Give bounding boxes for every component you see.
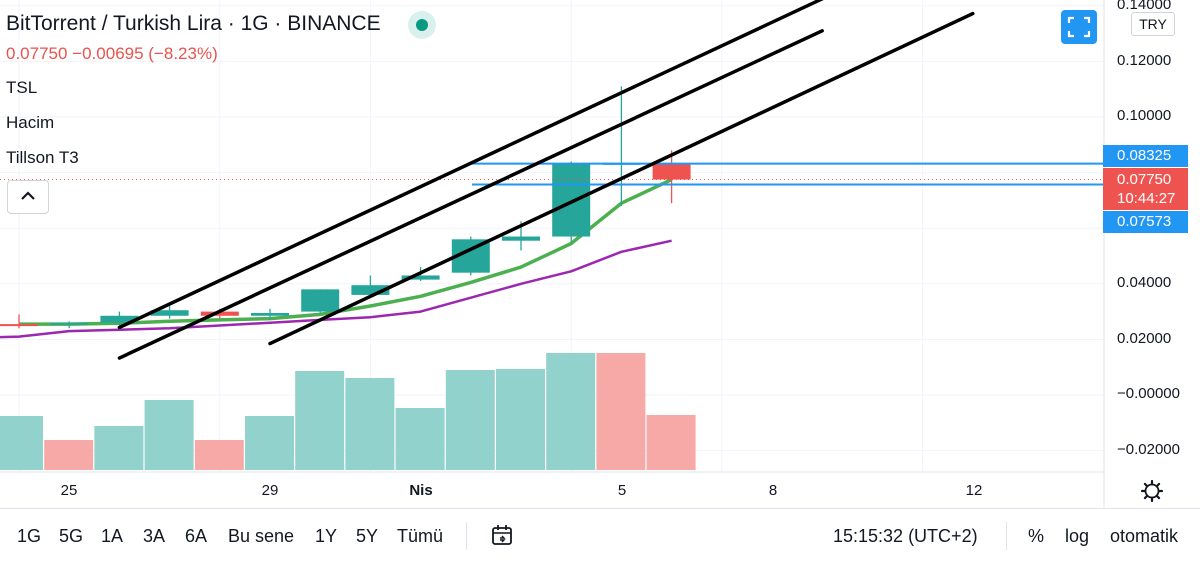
x-tick: 12 [965,482,983,499]
y-tick: −0.00000 [1117,385,1180,402]
candle-body [301,289,340,312]
range-5d[interactable]: 5G [59,526,84,546]
toolbar-divider [466,522,467,550]
x-tick: 8 [768,482,778,499]
currency-badge[interactable]: TRY [1131,12,1175,36]
y-tick: 0.04000 [1117,274,1172,291]
chevron-up-icon [21,191,35,200]
volume-bar [295,371,345,470]
volume-bar [496,369,545,470]
range-ytd[interactable]: Bu sene [228,526,295,546]
range-1y[interactable]: 1Y [315,526,338,546]
candle-body [0,324,38,327]
x-tick: 29 [261,482,279,499]
last-price-tag: 0.07750 10:44:27 [1103,168,1188,210]
symbol-title[interactable]: BitTorrent / Turkish Lira · 1G · BINANCE [6,12,381,35]
candle-body [150,310,189,316]
range-1d[interactable]: 1G [17,526,42,546]
fullscreen-button[interactable] [1061,10,1097,44]
price-change: 0.07750 −0.00695 (−8.23%) [6,44,218,63]
candle-body [200,311,239,316]
trend-line [268,11,975,346]
volume-bar [395,408,445,470]
range-all[interactable]: Tümü [397,526,444,546]
hline-price-tag-upper: 0.08325 [1103,145,1188,167]
volume-bar [0,416,43,470]
trend-line [117,29,824,360]
volume-bar [345,378,395,470]
trend-line [117,0,824,330]
volume-bar [44,440,94,470]
y-tick: 0.12000 [1117,52,1172,69]
clock-timezone[interactable]: 15:15:32 (UTC+2) [833,526,978,546]
go-to-date-icon[interactable] [490,523,516,549]
market-status-icon[interactable] [408,11,436,39]
auto-scale-toggle[interactable]: otomatik [1110,526,1179,546]
last-price-value: 0.07750 [1117,171,1172,188]
candle-body [502,236,540,241]
candle-body [100,315,139,323]
indicator-tillson-t3[interactable]: Tillson T3 [6,148,79,167]
bottom-toolbar: 1G 5G 1A 3A 6A Bu sene 1Y 5Y Tümü 15:15:… [0,508,1200,562]
candle-body [251,312,289,316]
volume-bar [546,353,596,470]
range-1m[interactable]: 1A [101,526,124,546]
y-tick: 0.10000 [1117,107,1172,124]
y-tick: 0.02000 [1117,330,1172,347]
indicator-volume[interactable]: Hacim [6,113,55,132]
x-tick: Nis [409,482,433,499]
volume-bar [94,426,144,470]
price-chart[interactable] [0,0,1200,508]
y-tick: −0.02000 [1117,441,1180,458]
candle-body [351,285,390,295]
volume-bar [596,353,646,470]
candle-body [652,163,691,180]
volume-bar [144,400,194,470]
x-tick: 25 [60,482,78,499]
percent-scale-toggle[interactable]: % [1028,526,1045,546]
bar-countdown: 10:44:27 [1117,190,1176,207]
log-scale-toggle[interactable]: log [1065,526,1090,546]
candle-body [50,322,89,325]
collapse-indicators-button[interactable] [7,180,49,214]
range-3m[interactable]: 3A [143,526,166,546]
volume-bar [194,440,244,470]
range-6m[interactable]: 6A [185,526,208,546]
range-5y[interactable]: 5Y [356,526,379,546]
y-tick: 0.14000 [1117,0,1172,13]
volume-bar [646,415,696,470]
gear-icon[interactable] [1140,479,1164,503]
indicator-tsl[interactable]: TSL [6,78,38,97]
hline-price-tag-lower: 0.07573 [1103,211,1188,233]
candle-body [401,275,440,280]
volume-bar [245,416,294,470]
x-tick: 5 [617,482,627,499]
toolbar-divider [1006,522,1007,550]
fullscreen-icon [1067,16,1091,38]
volume-bar [445,370,495,470]
